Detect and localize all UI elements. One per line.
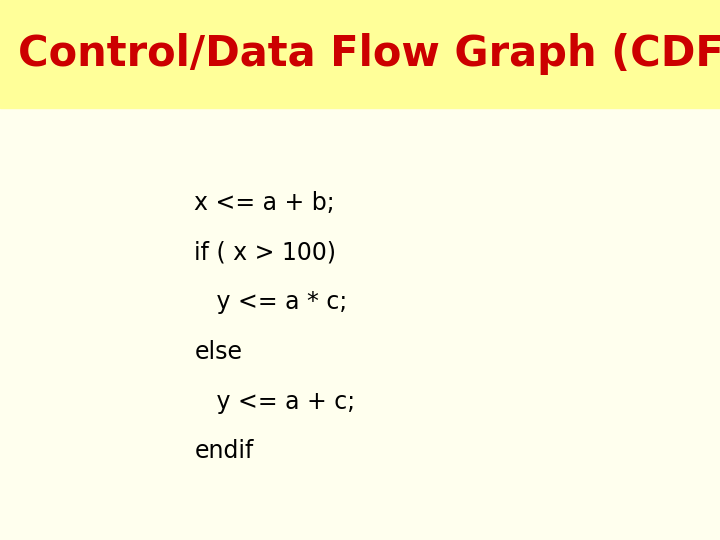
Text: Control/Data Flow Graph (CDFG): Control/Data Flow Graph (CDFG) xyxy=(18,33,720,75)
Text: y <= a + c;: y <= a + c; xyxy=(194,390,356,414)
Text: endif: endif xyxy=(194,440,253,463)
Text: if ( x > 100): if ( x > 100) xyxy=(194,241,336,265)
Bar xyxy=(0,0,720,108)
Text: y <= a * c;: y <= a * c; xyxy=(194,291,348,314)
Text: else: else xyxy=(194,340,243,364)
Text: x <= a + b;: x <= a + b; xyxy=(194,191,335,215)
